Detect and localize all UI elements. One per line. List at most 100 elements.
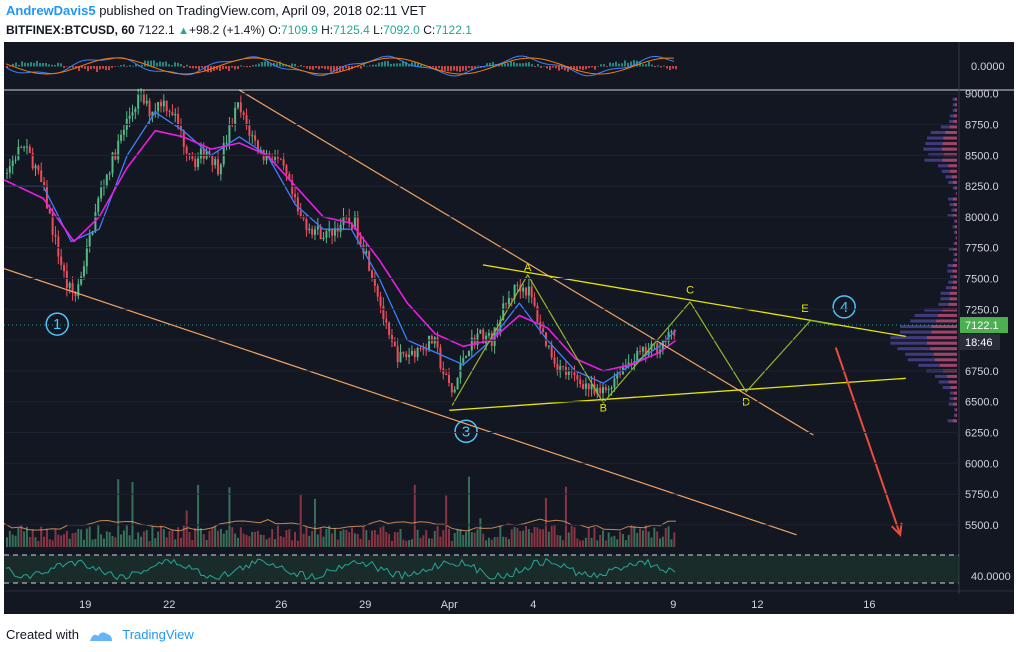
- volume-bar: [428, 538, 431, 547]
- macd-histogram-bar: [33, 62, 35, 67]
- volume-bar: [559, 535, 562, 547]
- volume-profile-sell-bar: [952, 197, 957, 201]
- macd-histogram-bar: [123, 64, 125, 67]
- macd-histogram-bar: [159, 61, 161, 67]
- macd-histogram-bar: [360, 66, 362, 69]
- candle-body: [179, 126, 182, 131]
- volume-bar: [188, 532, 191, 547]
- macd-histogram-bar: [75, 66, 77, 69]
- volume-bar: [636, 533, 639, 547]
- volume-bar: [653, 527, 656, 547]
- candle-body: [108, 173, 111, 175]
- candle-body: [71, 283, 74, 293]
- price-chart[interactable]: 0.0000 A B C D E 1 3 4 40.0000 9000.0 8750.0 8500…: [3, 42, 1014, 614]
- macd-histogram-bar: [417, 63, 419, 67]
- y-tick-label-11: 6250.0: [965, 427, 999, 439]
- macd-histogram-bar: [525, 62, 527, 67]
- volume-profile-bar: [954, 219, 957, 223]
- candle-body: [128, 115, 131, 119]
- volume-bar: [102, 538, 105, 547]
- candle-body: [288, 174, 291, 181]
- macd-histogram-bar: [36, 60, 38, 67]
- volume-profile-bar: [900, 330, 957, 334]
- macd-histogram-bar: [204, 66, 206, 72]
- candle-body: [31, 153, 34, 169]
- candle-body: [88, 234, 91, 247]
- volume-bar: [525, 526, 527, 547]
- macd-histogram-bar: [366, 65, 368, 67]
- candle-body: [279, 158, 282, 160]
- volume-bar: [333, 528, 336, 547]
- macd-histogram-bar: [357, 66, 359, 68]
- candle-body: [562, 365, 565, 367]
- volume-bar: [85, 528, 88, 547]
- volume-bar: [470, 532, 473, 547]
- volume-bar: [154, 538, 157, 547]
- y-tick-label-12: 6000.0: [965, 458, 999, 470]
- volume-bar: [453, 533, 456, 547]
- volume-bar: [670, 539, 673, 547]
- volume-profile-bar: [905, 352, 957, 356]
- volume-bar: [168, 530, 171, 547]
- volume-bar: [590, 537, 593, 547]
- tradingview-link[interactable]: TradingView: [122, 627, 194, 642]
- volume-bar: [23, 531, 26, 547]
- candle-body: [199, 148, 202, 159]
- macd-histogram-bar: [534, 66, 536, 67]
- macd-histogram-bar: [432, 66, 434, 68]
- countdown-tag: [960, 334, 1000, 351]
- macd-histogram-bar: [333, 66, 335, 72]
- macd-histogram-bar: [474, 66, 476, 69]
- volume-bar: [316, 534, 319, 547]
- candle-body: [157, 102, 160, 112]
- candle-body: [299, 211, 302, 217]
- candle-body: [485, 335, 488, 344]
- candle-body: [248, 125, 251, 136]
- volume-profile-sell-bar: [955, 258, 957, 262]
- macd-histogram-bar: [144, 60, 146, 67]
- candle-body: [205, 150, 208, 159]
- macd-histogram-bar: [453, 66, 455, 71]
- volume-profile-bar: [953, 241, 957, 245]
- chart-area[interactable]: 0.0000 A B C D E 1 3 4 40.0000 9000.0 8750.0 8500…: [3, 42, 1014, 614]
- volume-bar: [145, 530, 148, 547]
- oscillator-top-label: 0.0000: [971, 61, 1005, 73]
- volume-bar: [519, 531, 522, 547]
- volume-bar: [294, 531, 297, 547]
- candle-body: [402, 352, 405, 354]
- macd-histogram-bar: [624, 60, 626, 67]
- macd-histogram-bar: [324, 66, 326, 70]
- volume-profile-bar: [954, 408, 957, 412]
- candle-body: [256, 140, 259, 152]
- candle-body: [313, 229, 316, 235]
- macd-histogram-bar: [498, 64, 500, 67]
- candle-body: [542, 328, 545, 333]
- volume-profile-bar: [940, 297, 957, 301]
- volume-profile-bar: [942, 386, 957, 390]
- volume-profile-sell-bar: [953, 119, 957, 123]
- macd-histogram-bar: [168, 64, 170, 67]
- rsi-band: [4, 555, 959, 583]
- author-link[interactable]: AndrewDavis5: [6, 3, 96, 18]
- macd-histogram-bar: [189, 66, 191, 68]
- last-price-tag: [960, 317, 1008, 334]
- macd-histogram-bar: [162, 62, 164, 67]
- macd-histogram-bar: [156, 62, 158, 67]
- candle-body: [188, 153, 191, 157]
- macd-histogram-bar: [72, 66, 74, 68]
- macd-histogram-bar: [348, 66, 350, 71]
- macd-histogram-bar: [165, 61, 167, 67]
- volume-bar: [422, 535, 425, 547]
- volume-profile-bar: [949, 397, 957, 401]
- volume-profile-sell-bar: [947, 374, 957, 378]
- macd-histogram-bar: [15, 62, 17, 67]
- macd-histogram-bar: [42, 62, 44, 67]
- candle-body: [351, 223, 354, 229]
- candle-body: [567, 371, 570, 376]
- ema-slow-line: [3, 129, 677, 372]
- candle-body: [142, 92, 145, 104]
- wave-label-a: A: [524, 262, 532, 274]
- candle-body: [530, 286, 533, 298]
- volume-bar: [28, 537, 31, 547]
- y-tick-label-4: 8000.0: [965, 212, 999, 224]
